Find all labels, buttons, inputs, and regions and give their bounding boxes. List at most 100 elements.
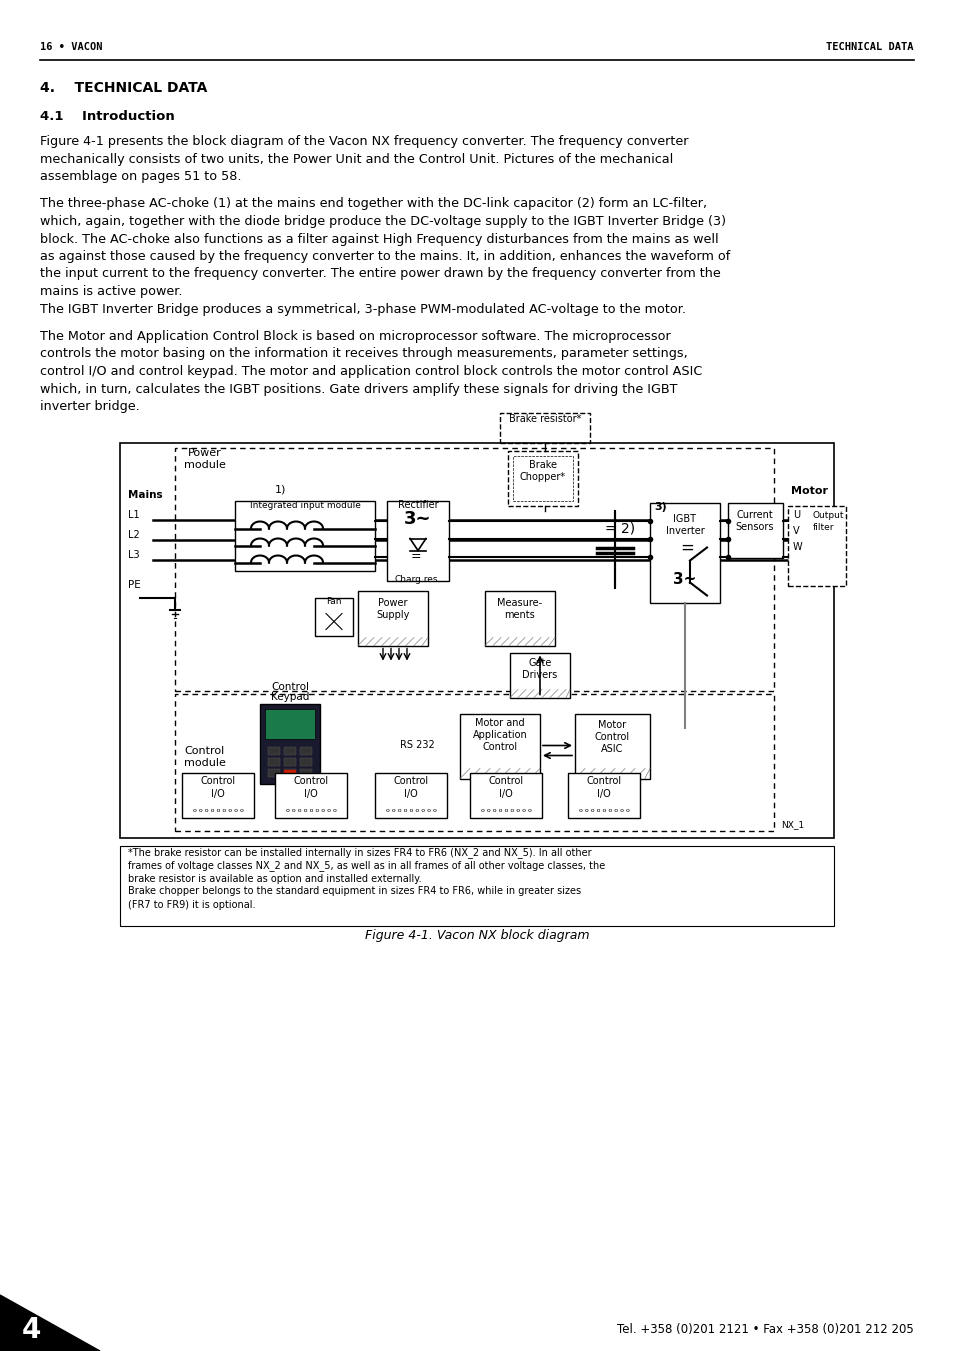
Text: Control: Control [185, 746, 225, 755]
Text: Application: Application [472, 730, 527, 739]
Text: mechanically consists of two units, the Power Unit and the Control Unit. Picture: mechanically consists of two units, the … [40, 153, 673, 166]
Text: o o o o o o o o o: o o o o o o o o o [193, 808, 243, 813]
Text: Brake chopper belongs to the standard equipment in sizes FR4 to FR6, while in gr: Brake chopper belongs to the standard eq… [128, 886, 580, 897]
Bar [265, 708, 314, 739]
Text: W: W [792, 542, 801, 551]
Text: Sensors: Sensors [735, 521, 774, 531]
Text: I/O: I/O [404, 789, 417, 798]
Text: *The brake resistor can be installed internally in sizes FR4 to FR6 (NX_2 and NX: *The brake resistor can be installed int… [128, 847, 591, 858]
Text: Drivers: Drivers [522, 670, 558, 681]
Text: which, again, together with the diode bridge produce the DC-voltage supply to th: which, again, together with the diode br… [40, 215, 725, 228]
Text: Charg.res.: Charg.res. [395, 576, 440, 585]
Text: module: module [184, 758, 226, 767]
Text: Output: Output [812, 511, 843, 520]
Text: inverter bridge.: inverter bridge. [40, 400, 139, 413]
Text: Control: Control [482, 742, 517, 751]
Bar [510, 653, 569, 697]
Bar [499, 412, 589, 443]
Bar [375, 773, 447, 817]
Text: Power: Power [377, 598, 407, 608]
Text: module: module [184, 459, 226, 470]
Text: o o o o o o o o o: o o o o o o o o o [285, 808, 336, 813]
Text: IGBT: IGBT [673, 515, 696, 524]
Text: 4.    TECHNICAL DATA: 4. TECHNICAL DATA [40, 81, 207, 95]
Text: o o o o o o o o o: o o o o o o o o o [385, 808, 436, 813]
Bar [284, 758, 295, 766]
Text: =: = [679, 539, 693, 557]
Text: 16 • VACON: 16 • VACON [40, 42, 102, 51]
Bar [314, 597, 353, 635]
Bar [174, 447, 773, 690]
Bar [649, 503, 720, 603]
Bar [268, 769, 280, 777]
Text: I/O: I/O [211, 789, 225, 798]
Bar [234, 500, 375, 570]
Text: PE: PE [128, 580, 141, 589]
Text: Control: Control [294, 777, 328, 786]
Text: Current: Current [736, 509, 773, 520]
Text: frames of voltage classes NX_2 and NX_5, as well as in all frames of all other v: frames of voltage classes NX_2 and NX_5,… [128, 861, 604, 871]
Bar [268, 747, 280, 754]
Text: 4: 4 [22, 1316, 41, 1344]
Text: RS 232: RS 232 [399, 740, 435, 751]
Text: 4.1    Introduction: 4.1 Introduction [40, 109, 174, 123]
Text: Gate: Gate [528, 658, 551, 669]
Bar [787, 505, 845, 585]
Bar [470, 773, 541, 817]
Text: L2: L2 [128, 530, 139, 539]
Text: control I/O and control keypad. The motor and application control block controls: control I/O and control keypad. The moto… [40, 365, 701, 378]
Text: o o o o o o o o o: o o o o o o o o o [578, 808, 629, 813]
Text: Brake resistor*: Brake resistor* [508, 415, 580, 424]
Text: U: U [792, 509, 800, 520]
Bar [284, 769, 295, 777]
Text: Measure-: Measure- [497, 598, 542, 608]
Text: Supply: Supply [375, 611, 409, 620]
Text: TECHNICAL DATA: TECHNICAL DATA [825, 42, 913, 51]
Bar [507, 450, 578, 505]
Text: The IGBT Inverter Bridge produces a symmetrical, 3-phase PWM-modulated AC-voltag: The IGBT Inverter Bridge produces a symm… [40, 303, 685, 316]
Text: L1: L1 [128, 509, 139, 520]
Text: =: = [410, 550, 421, 563]
Text: Control: Control [393, 777, 428, 786]
Text: Control: Control [488, 777, 523, 786]
Text: Tel. +358 (0)201 2121 • Fax +358 (0)201 212 205: Tel. +358 (0)201 2121 • Fax +358 (0)201 … [617, 1324, 913, 1336]
Text: brake resistor is available as option and installed externally.: brake resistor is available as option an… [128, 874, 421, 884]
Text: Fan: Fan [326, 597, 341, 605]
Polygon shape [0, 1296, 100, 1351]
Bar [268, 758, 280, 766]
Text: Mains: Mains [128, 489, 162, 500]
Text: Inverter: Inverter [665, 527, 703, 536]
FancyArrowPatch shape [322, 728, 457, 753]
Text: Motor: Motor [598, 720, 625, 730]
Text: controls the motor basing on the information it receives through measurements, p: controls the motor basing on the informa… [40, 347, 687, 361]
Text: 1): 1) [274, 485, 286, 494]
Text: The three-phase AC-choke (1) at the mains end together with the DC-link capacito: The three-phase AC-choke (1) at the main… [40, 197, 706, 211]
Text: Control: Control [586, 777, 621, 786]
Bar [727, 503, 782, 558]
Text: V: V [792, 526, 799, 535]
Bar [260, 704, 319, 784]
Text: mains is active power.: mains is active power. [40, 285, 182, 299]
Bar [299, 758, 312, 766]
Bar [174, 693, 773, 831]
Bar [284, 747, 295, 754]
Text: Motor: Motor [790, 486, 827, 497]
Bar [182, 773, 253, 817]
Bar [357, 590, 428, 646]
Text: Motor and: Motor and [475, 717, 524, 727]
Text: Power: Power [188, 449, 222, 458]
Bar [299, 747, 312, 754]
Text: Figure 4-1 presents the block diagram of the Vacon NX frequency converter. The f: Figure 4-1 presents the block diagram of… [40, 135, 688, 149]
Text: The Motor and Application Control Block is based on microprocessor software. The: The Motor and Application Control Block … [40, 330, 670, 343]
Text: ments: ments [504, 611, 535, 620]
Text: (FR7 to FR9) it is optional.: (FR7 to FR9) it is optional. [128, 900, 255, 909]
Text: which, in turn, calculates the IGBT positions. Gate drivers amplify these signal: which, in turn, calculates the IGBT posi… [40, 382, 677, 396]
Bar [513, 455, 573, 500]
Text: NX_1: NX_1 [781, 820, 803, 830]
Text: o o o o o o o o o: o o o o o o o o o [480, 808, 531, 813]
Text: filter: filter [812, 523, 834, 531]
Text: Brake: Brake [529, 461, 557, 470]
Bar [284, 770, 295, 777]
Text: assemblage on pages 51 to 58.: assemblage on pages 51 to 58. [40, 170, 241, 182]
Text: Keypad: Keypad [271, 692, 309, 701]
